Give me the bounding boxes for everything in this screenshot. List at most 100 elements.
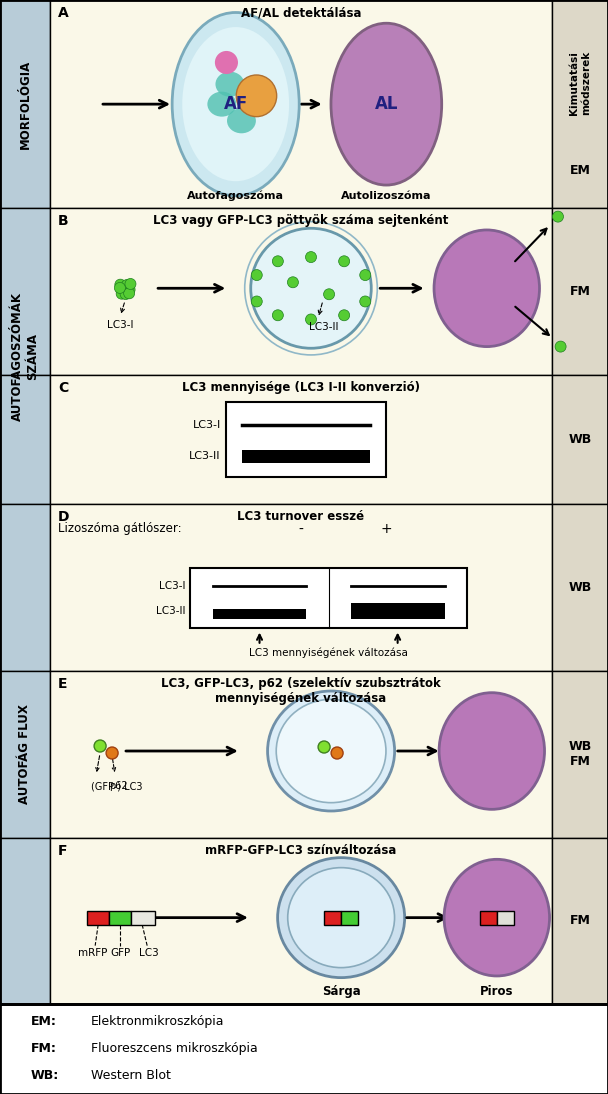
Circle shape <box>118 286 129 296</box>
Ellipse shape <box>215 71 244 96</box>
Bar <box>324 910 341 924</box>
Circle shape <box>339 256 350 267</box>
Circle shape <box>323 289 334 300</box>
Text: LC3-I: LC3-I <box>192 420 221 430</box>
Circle shape <box>122 280 133 291</box>
Circle shape <box>360 296 371 307</box>
Text: AUTOFÁG FLUX: AUTOFÁG FLUX <box>18 705 32 804</box>
Ellipse shape <box>237 75 277 117</box>
Text: mRFP-GFP-LC3 színváltozása: mRFP-GFP-LC3 színváltozása <box>206 843 396 857</box>
Text: mRFP: mRFP <box>78 947 108 957</box>
Text: LC3 mennyiségének változása: LC3 mennyiségének változása <box>249 648 408 659</box>
Bar <box>341 910 358 924</box>
Text: A: A <box>58 5 69 20</box>
Circle shape <box>331 747 343 759</box>
Text: AUTOFAGOSZÓMÁK
SZÁMA: AUTOFAGOSZÓMÁK SZÁMA <box>11 292 39 421</box>
Text: FM: FM <box>570 286 590 298</box>
Bar <box>213 608 306 619</box>
Ellipse shape <box>182 27 289 182</box>
Bar <box>0 208 50 375</box>
Text: (GFP-) LC3: (GFP-) LC3 <box>91 781 143 791</box>
Text: WB
FM: WB FM <box>568 741 592 768</box>
Text: FM: FM <box>570 915 590 928</box>
Bar <box>50 671 552 838</box>
Text: C: C <box>58 381 68 395</box>
Text: LC3 mennyisége (LC3 I-II konverzió): LC3 mennyisége (LC3 I-II konverzió) <box>182 381 420 394</box>
Circle shape <box>272 256 283 267</box>
Text: AF/AL detektálása: AF/AL detektálása <box>241 5 361 19</box>
Circle shape <box>215 51 238 74</box>
Circle shape <box>305 314 317 325</box>
Bar <box>497 910 514 924</box>
Circle shape <box>251 269 262 280</box>
Circle shape <box>318 741 330 753</box>
Text: GFP: GFP <box>110 947 130 957</box>
Bar <box>131 910 156 924</box>
Circle shape <box>339 310 350 321</box>
Text: Sárga: Sárga <box>322 986 361 999</box>
Ellipse shape <box>276 699 386 803</box>
Circle shape <box>288 277 299 288</box>
Bar <box>50 208 552 375</box>
Text: -: - <box>299 523 303 536</box>
Bar <box>0 1004 608 1094</box>
Bar <box>226 403 386 477</box>
Bar <box>190 568 467 628</box>
Text: WB: WB <box>568 581 592 594</box>
Text: Elektronmikroszkópia: Elektronmikroszkópia <box>91 1015 225 1028</box>
Text: AF: AF <box>224 95 248 113</box>
Text: Lizoszóma gátlószer:: Lizoszóma gátlószer: <box>58 523 181 535</box>
Text: LC3 turnover esszé: LC3 turnover esszé <box>237 511 365 523</box>
Circle shape <box>94 740 106 752</box>
Ellipse shape <box>172 12 299 196</box>
Bar <box>351 603 444 619</box>
Text: LC3, GFP-LC3, p62 (szelektív szubsztrátok
mennyiségének változása: LC3, GFP-LC3, p62 (szelektív szubsztráto… <box>161 677 441 705</box>
Bar <box>0 838 50 1004</box>
Circle shape <box>251 296 262 307</box>
Text: EM:: EM: <box>30 1015 57 1028</box>
Text: WB:: WB: <box>30 1069 58 1082</box>
Text: LC3-I: LC3-I <box>159 581 185 591</box>
Text: +: + <box>381 523 392 536</box>
Bar <box>552 375 608 504</box>
Ellipse shape <box>439 693 545 810</box>
Bar <box>0 0 50 208</box>
Ellipse shape <box>268 691 395 811</box>
Text: LC3-II: LC3-II <box>156 606 185 616</box>
Bar <box>552 671 608 838</box>
Text: AL: AL <box>375 95 398 113</box>
Bar <box>242 450 370 463</box>
Circle shape <box>116 288 127 299</box>
Bar <box>50 504 552 671</box>
Bar <box>50 0 552 208</box>
Circle shape <box>115 279 126 290</box>
Text: Autofagoszóma: Autofagoszóma <box>187 190 284 201</box>
Circle shape <box>124 284 135 295</box>
Text: Western Blot: Western Blot <box>91 1069 171 1082</box>
Text: E: E <box>58 677 67 691</box>
Ellipse shape <box>288 868 395 967</box>
Bar <box>552 838 608 1004</box>
Text: Kimutatási
módszerek: Kimutatási módszerek <box>569 51 591 116</box>
Text: EM: EM <box>570 164 590 177</box>
Circle shape <box>305 252 317 263</box>
Bar <box>480 910 497 924</box>
Text: Autolizoszóma: Autolizoszóma <box>341 191 432 201</box>
Circle shape <box>123 288 134 299</box>
Circle shape <box>553 211 564 222</box>
Ellipse shape <box>207 92 237 117</box>
Circle shape <box>106 747 118 759</box>
Bar <box>552 504 608 671</box>
Bar <box>50 375 552 504</box>
Circle shape <box>114 282 125 293</box>
Bar <box>0 671 50 838</box>
Bar <box>0 375 50 504</box>
Text: LC3: LC3 <box>139 947 159 957</box>
Bar <box>0 504 50 671</box>
Text: WB: WB <box>568 433 592 446</box>
Text: Fluoreszcens mikroszkópia: Fluoreszcens mikroszkópia <box>91 1041 258 1055</box>
Ellipse shape <box>250 229 371 348</box>
Bar <box>87 910 109 924</box>
Text: p62: p62 <box>109 781 128 791</box>
Bar <box>109 910 131 924</box>
